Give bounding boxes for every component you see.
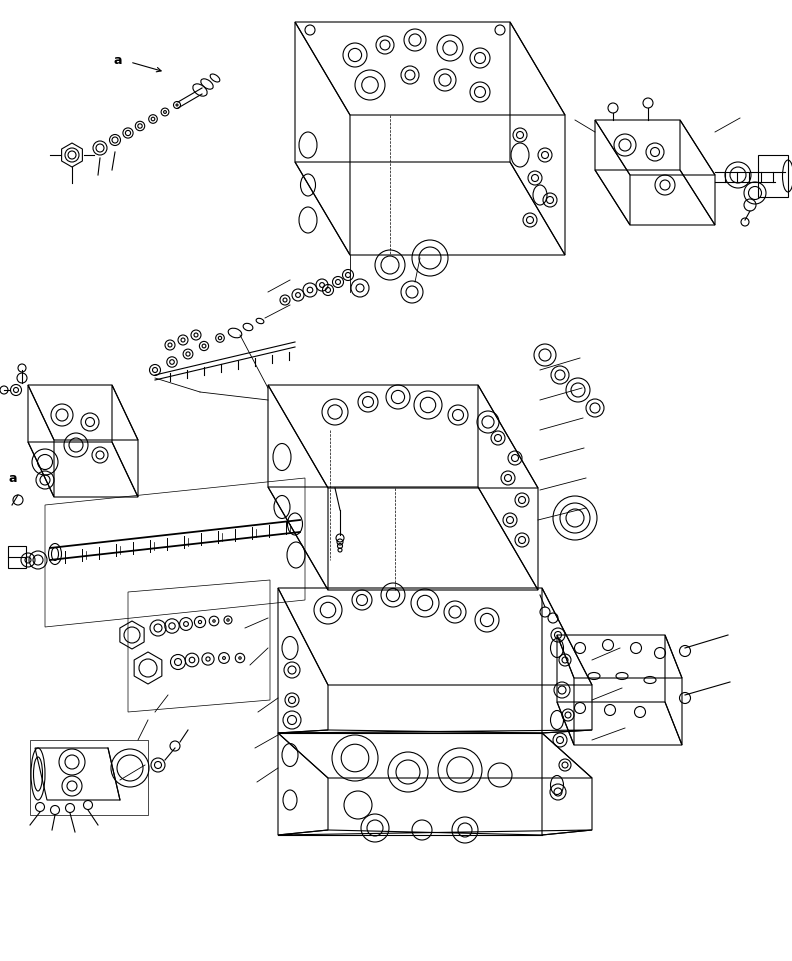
Text: a: a xyxy=(113,54,122,66)
Text: a: a xyxy=(9,472,17,484)
Bar xyxy=(758,155,788,197)
Bar xyxy=(8,546,26,568)
